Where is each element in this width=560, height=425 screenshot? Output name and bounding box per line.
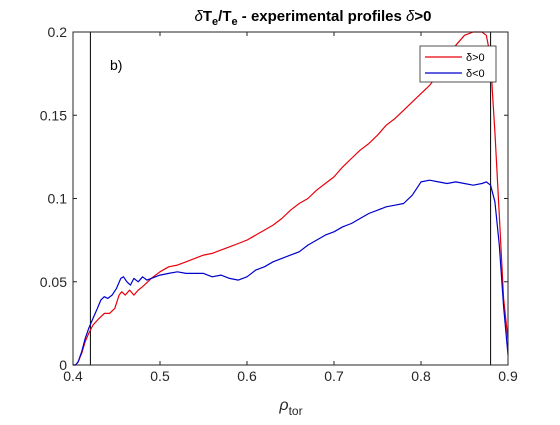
x-axis-label: ρtor — [278, 397, 302, 418]
x-tick-label-1: 0.5 — [150, 368, 170, 384]
title-sub1: e — [212, 16, 218, 28]
title-rest: - experimental profiles — [238, 8, 406, 25]
y-tick-label-2: 0.1 — [48, 191, 68, 207]
x-tick-label-5: 0.9 — [498, 368, 518, 384]
axes-frame — [72, 31, 509, 366]
x-label-symbol: ρ — [278, 397, 288, 414]
x-tick-label-0: 0.4 — [63, 368, 83, 384]
y-tick-label-3: 0.15 — [40, 107, 67, 123]
y-tick-label-1: 0.05 — [40, 274, 67, 290]
title-t1: T — [203, 8, 212, 25]
legend: δ>0 δ<0 — [419, 45, 497, 83]
y-tick-label-0: 0 — [59, 357, 67, 373]
legend-box — [419, 45, 497, 83]
legend-label-delta-pos: δ>0 — [466, 52, 485, 64]
x-label-sub: tor — [289, 404, 303, 418]
x-tick-label-4: 0.8 — [411, 368, 431, 384]
title-tail: >0 — [414, 8, 431, 25]
title-delta2: δ — [406, 8, 415, 25]
title-sub2: e — [232, 16, 238, 28]
x-tick-label-3: 0.7 — [324, 368, 344, 384]
ticks-layer: 0.4 0.5 0.6 0.7 0.8 0.9 0 0.05 0.1 0.15 0.2 — [40, 24, 518, 384]
panel-annotation: b) — [110, 57, 122, 73]
title-delta: δ — [195, 8, 204, 25]
title-slash: /T — [218, 8, 231, 25]
x-tick-label-2: 0.6 — [237, 368, 257, 384]
series-line-1 — [73, 179, 509, 366]
y-tick-label-4: 0.2 — [48, 24, 68, 40]
chart-title: δTe/Te - experimental profiles δ>0 — [195, 8, 432, 28]
legend-label-delta-neg: δ<0 — [466, 68, 485, 80]
plot-layer — [89, 32, 492, 365]
